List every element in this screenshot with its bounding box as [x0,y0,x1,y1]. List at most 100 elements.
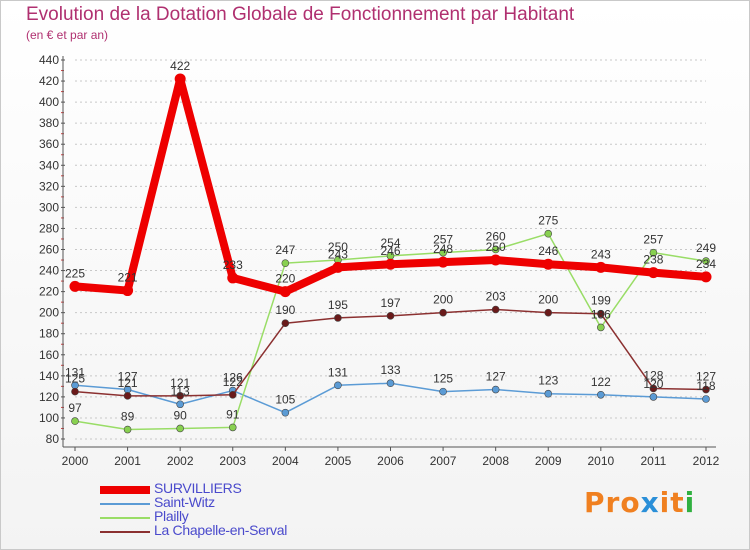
data-point [595,261,607,273]
data-label: 246 [380,244,400,258]
legend-label: SURVILLIERS [154,480,242,496]
data-label: 257 [433,233,453,247]
x-tick-label: 2010 [587,454,614,468]
logo-letter: o [620,486,641,519]
data-label: 113 [171,384,190,398]
data-label: 105 [275,393,295,407]
legend-swatch [100,503,150,505]
chart-grid [75,59,706,440]
x-tick-label: 2005 [325,454,352,468]
data-label: 121 [118,376,138,390]
chart-series [69,73,712,434]
legend-swatch [100,531,150,533]
y-tick-label: 340 [39,158,59,172]
data-point [702,385,710,394]
x-tick-label: 2002 [167,454,194,468]
data-label: 203 [486,290,506,304]
data-label: 220 [275,272,295,286]
x-tick-label: 2003 [219,454,246,468]
data-point [176,392,184,400]
legend-label: La Chapelle-en-Serval [154,522,288,538]
logo-letter: r [605,486,621,519]
data-label: 238 [643,253,663,267]
data-label: 200 [433,293,453,307]
y-tick-label: 240 [39,264,59,278]
x-tick-label: 2004 [272,454,299,468]
data-label: 123 [538,374,558,388]
y-tick-label: 380 [39,116,59,130]
data-label: 125 [65,372,85,386]
data-point [491,245,500,254]
data-point [439,387,447,396]
data-label: 89 [121,410,135,424]
data-label: 90 [173,408,187,422]
data-point [334,314,342,322]
data-label: 243 [328,247,348,261]
data-label: 127 [696,370,716,384]
data-point [281,259,290,267]
y-tick-label: 120 [39,390,59,404]
y-tick-label: 300 [39,200,59,214]
logo-letter: x [640,486,660,519]
data-label: 91 [226,407,240,421]
data-label: 186 [591,307,611,321]
data-point [647,267,659,279]
logo-letter: i [684,486,696,519]
data-label: 257 [643,233,663,247]
data-point [334,381,342,390]
data-point [542,258,554,270]
data-label: 234 [696,257,716,271]
chart-data-labels: 131 127 113 126 105 131 133 125 127 123 122 120 118 9… [65,59,716,424]
data-point [123,425,132,434]
data-label: 422 [170,59,190,73]
data-label: 275 [538,214,558,228]
x-tick-label: 2009 [535,454,562,468]
data-point [69,280,81,292]
data-point [490,254,502,266]
logo-letter: P [584,486,606,519]
data-point [279,286,291,298]
data-label: 120 [643,377,663,391]
data-label: 128 [643,368,663,382]
data-label: 199 [591,294,611,308]
data-point [439,248,447,257]
data-point [649,384,658,393]
proxiti-logo: Proxiti [584,486,695,519]
data-point [386,312,395,320]
data-label: 118 [696,379,715,393]
data-label: 225 [65,266,85,280]
legend-swatch [100,517,150,519]
chart-axes: 80 100 120 140 160 180 200 220 240 260 280 300 320 34… [39,53,720,468]
data-point [439,308,447,317]
y-tick-label: 140 [39,369,59,383]
data-point [176,400,184,409]
y-tick-label: 360 [39,137,59,151]
data-label: 131 [65,365,85,379]
data-point [281,319,290,327]
x-tick-label: 2011 [641,454,667,468]
y-tick-label: 280 [39,221,59,235]
data-point [597,390,605,399]
y-tick-label: 100 [39,411,59,425]
data-label: 131 [328,365,348,379]
data-label: 249 [696,241,716,255]
data-label: 121 [170,376,190,390]
data-label: 122 [591,375,611,389]
data-label: 195 [328,298,348,312]
data-point [385,258,396,270]
y-tick-label: 220 [39,285,59,299]
data-point [544,389,553,398]
data-point [702,395,710,403]
chart-subtitle: (en € et par an) [26,28,109,42]
data-label: 125 [433,372,453,386]
data-point [649,393,658,401]
y-tick-label: 440 [39,53,59,67]
data-point [122,285,134,297]
data-label: 133 [380,363,400,377]
x-tick-label: 2006 [377,454,404,468]
legend-swatch [100,486,150,494]
data-label: 127 [118,370,138,384]
data-label: 246 [538,244,558,258]
x-tick-label: 2000 [62,454,89,468]
